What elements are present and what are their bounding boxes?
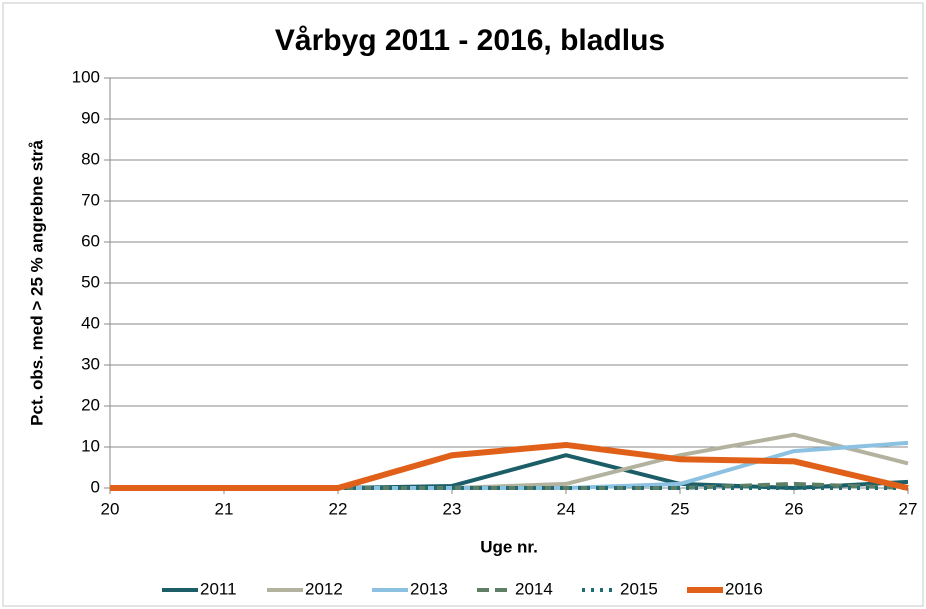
y-tick-label: 10 <box>81 436 100 455</box>
series-line <box>110 441 909 491</box>
y-tick-label: 30 <box>81 354 100 373</box>
legend-label: 2013 <box>410 579 448 598</box>
legend-label: 2014 <box>515 579 553 598</box>
x-tick-label: 22 <box>329 499 348 518</box>
chart-title: Vårbyg 2011 - 2016, bladlus <box>275 24 665 57</box>
legend-label: 2015 <box>620 579 658 598</box>
y-tick-label: 80 <box>81 149 100 168</box>
x-axis-label: Uge nr. <box>480 537 538 556</box>
legend-label: 2016 <box>725 579 763 598</box>
y-tick-label: 100 <box>72 67 100 86</box>
y-tick-label: 60 <box>81 231 100 250</box>
x-tick-label: 26 <box>785 499 804 518</box>
legend-label: 2012 <box>305 579 343 598</box>
x-tick-label: 20 <box>101 499 120 518</box>
x-tick-label: 27 <box>899 499 918 518</box>
x-tick-label: 23 <box>443 499 462 518</box>
y-tick-label: 70 <box>81 190 100 209</box>
y-tick-label: 50 <box>81 272 100 291</box>
x-tick-label: 24 <box>557 499 576 518</box>
y-tick-label: 90 <box>81 108 100 127</box>
legend-label: 2011 <box>200 579 237 598</box>
x-tick-label: 21 <box>215 499 234 518</box>
y-tick-label: 20 <box>81 395 100 414</box>
x-tick-label: 25 <box>671 499 690 518</box>
y-tick-label: 40 <box>81 313 100 332</box>
y-tick-label: 0 <box>91 477 100 496</box>
y-axis-label: Pct. obs. med > 25 % angrebne strå <box>27 140 46 426</box>
